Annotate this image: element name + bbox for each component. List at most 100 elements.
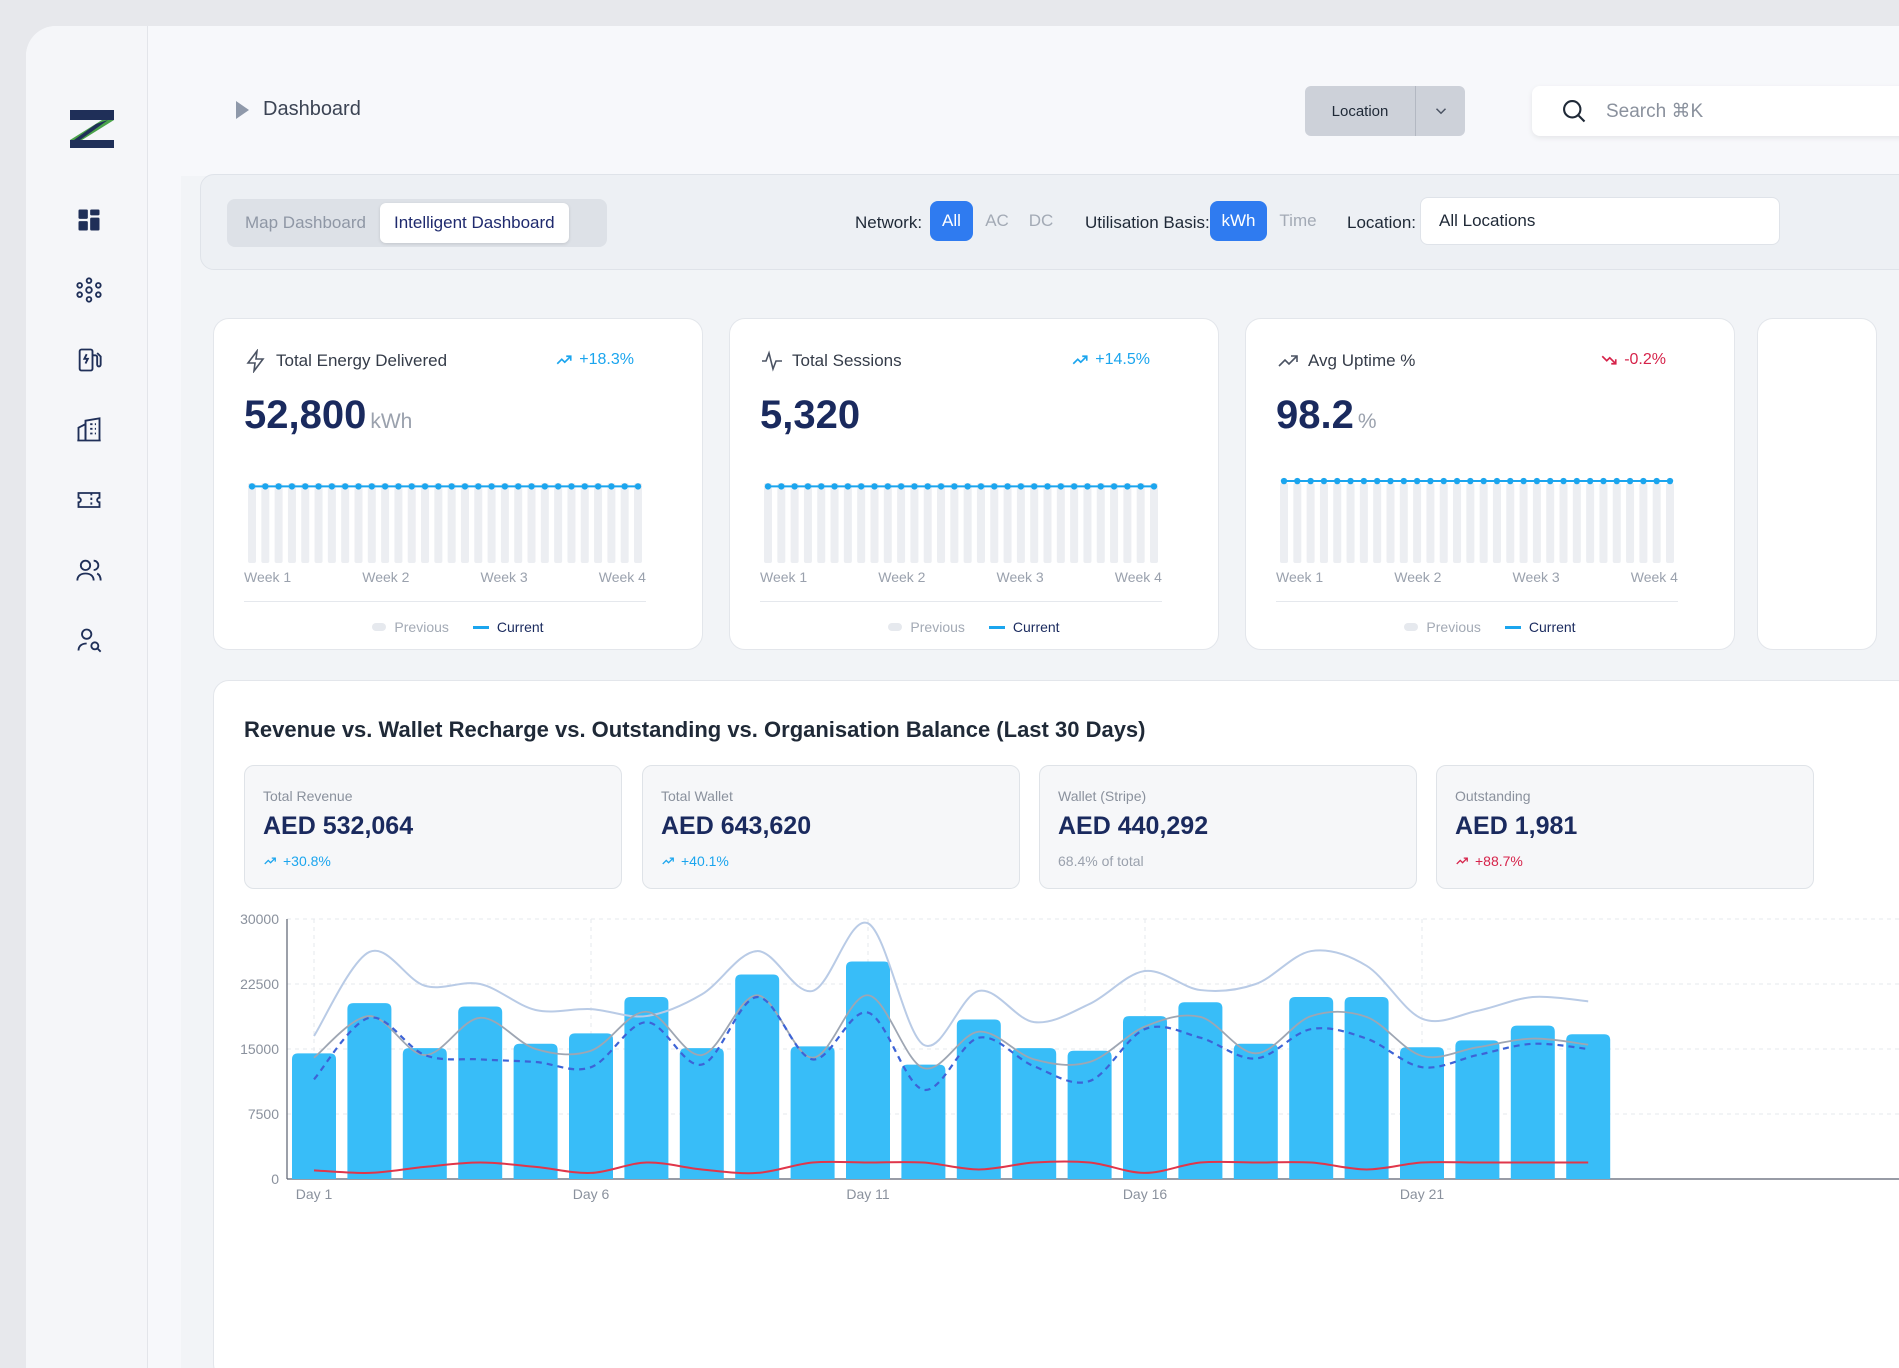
- previous-bar: [487, 483, 496, 563]
- previous-bar: [1016, 483, 1025, 563]
- revenue-bar[interactable]: [1233, 1043, 1278, 1179]
- kpi-change: +18.3%: [555, 351, 634, 369]
- legend-swatch-current: [1504, 625, 1521, 629]
- revenue-bar[interactable]: [292, 1053, 336, 1179]
- y-tick-label: 22500: [240, 976, 279, 992]
- series-line-gray: [313, 994, 1589, 1070]
- previous-bar: [341, 483, 350, 563]
- legend-current[interactable]: Current: [988, 619, 1060, 635]
- location-dropdown[interactable]: Location: [1305, 86, 1465, 136]
- sidebar-item-sites[interactable]: [71, 412, 107, 448]
- network-option-all[interactable]: All: [930, 201, 973, 241]
- revenue-bar[interactable]: [1566, 1034, 1611, 1179]
- week-label: Week 3: [1512, 569, 1560, 585]
- revenue-bar[interactable]: [513, 1043, 558, 1179]
- metric-value: AED 643,620: [661, 812, 812, 840]
- revenue-bar[interactable]: [347, 1003, 392, 1179]
- previous-bar: [1070, 483, 1079, 563]
- current-point: [1626, 477, 1634, 485]
- revenue-bar[interactable]: [1289, 997, 1334, 1179]
- revenue-bar[interactable]: [1067, 1050, 1112, 1179]
- kpi-legend: Previous Current: [1246, 619, 1734, 635]
- current-point: [1653, 477, 1660, 485]
- legend-previous[interactable]: Previous: [1404, 619, 1481, 635]
- kpi-value: 98.2%: [1276, 393, 1377, 438]
- current-point: [328, 483, 336, 490]
- revenue-bar[interactable]: [1123, 1016, 1167, 1179]
- brand-logo[interactable]: [66, 104, 118, 150]
- revenue-bar[interactable]: [1344, 997, 1389, 1179]
- sidebar-item-user-search[interactable]: [71, 622, 107, 658]
- building-icon: [77, 417, 101, 442]
- current-point: [791, 483, 798, 490]
- sidebar-item-chargers[interactable]: [71, 342, 107, 378]
- sidebar-item-tickets[interactable]: [71, 482, 107, 518]
- previous-bar: [923, 483, 932, 563]
- breadcrumb-current[interactable]: Dashboard: [263, 98, 361, 120]
- revenue-bar[interactable]: [569, 1033, 613, 1179]
- current-point: [581, 483, 588, 490]
- current-point: [608, 483, 615, 490]
- current-point: [1070, 483, 1078, 490]
- tab-map-dashboard[interactable]: Map Dashboard: [245, 213, 366, 232]
- current-point: [1280, 477, 1288, 485]
- sidebar-item-dashboard[interactable]: [71, 202, 107, 238]
- current-point: [991, 483, 998, 490]
- revenue-bar[interactable]: [1510, 1025, 1555, 1179]
- tab-intelligent-dashboard[interactable]: Intelligent Dashboard: [379, 203, 569, 243]
- metric-value: AED 532,064: [263, 812, 414, 840]
- network-option-ac[interactable]: AC: [985, 211, 1009, 230]
- previous-bar: [580, 483, 589, 563]
- basis-option-kwh[interactable]: kWh: [1210, 201, 1267, 241]
- revenue-bar[interactable]: [790, 1046, 835, 1179]
- current-point: [262, 483, 269, 490]
- metric-label: Total Wallet: [661, 788, 733, 804]
- revenue-bar[interactable]: [735, 974, 780, 1179]
- current-point: [1600, 477, 1607, 485]
- x-tick-label: Day 6: [573, 1186, 610, 1202]
- sidebar-item-users[interactable]: [71, 552, 107, 588]
- revenue-bar[interactable]: [846, 961, 890, 1179]
- kpi-unit: %: [1357, 410, 1377, 433]
- legend-current[interactable]: Current: [472, 619, 544, 635]
- current-point: [288, 483, 296, 490]
- previous-bar: [301, 483, 310, 563]
- revenue-bar[interactable]: [458, 1006, 503, 1179]
- network-label: Network:: [855, 213, 923, 232]
- previous-bar: [1626, 483, 1635, 563]
- current-point: [634, 483, 642, 490]
- legend-previous[interactable]: Previous: [372, 619, 449, 635]
- revenue-bar[interactable]: [901, 1064, 946, 1179]
- kpi-change-text: -0.2%: [1624, 351, 1666, 368]
- sidebar-item-network[interactable]: [71, 272, 107, 308]
- location-select[interactable]: All Locations: [1420, 197, 1780, 245]
- revenue-bar[interactable]: [1400, 1047, 1444, 1179]
- y-tick-label: 0: [271, 1171, 279, 1187]
- x-tick-label: Day 16: [1123, 1186, 1168, 1202]
- week-label: Week 4: [1630, 569, 1678, 585]
- activity-icon: [762, 350, 782, 372]
- legend-current[interactable]: Current: [1504, 619, 1576, 635]
- revenue-bar[interactable]: [1178, 1002, 1223, 1179]
- search-input[interactable]: Search ⌘K: [1532, 86, 1899, 136]
- chevron-down-icon[interactable]: [1415, 86, 1465, 136]
- legend-previous[interactable]: Previous: [888, 619, 965, 635]
- legend-current-label: Current: [1528, 619, 1576, 635]
- network-option-dc[interactable]: DC: [1028, 211, 1054, 230]
- previous-bar: [1110, 483, 1119, 563]
- revenue-bar[interactable]: [624, 997, 669, 1179]
- basis-option-time[interactable]: Time: [1279, 211, 1317, 230]
- revenue-bar[interactable]: [679, 1048, 724, 1179]
- trend-up-icon: [1456, 857, 1468, 865]
- metric-change-text: +40.1%: [681, 853, 729, 869]
- metric-change: +30.8%: [263, 853, 331, 869]
- revenue-bar[interactable]: [1012, 1048, 1057, 1179]
- revenue-bar[interactable]: [956, 1019, 1001, 1179]
- kpi-change-text: +18.3%: [579, 351, 634, 368]
- current-point: [488, 483, 495, 490]
- revenue-bar[interactable]: [402, 1048, 447, 1179]
- revenue-bar[interactable]: [1455, 1040, 1500, 1179]
- current-point: [1560, 477, 1567, 485]
- metric-total-revenue: Total Revenue AED 532,064 +30.8%: [244, 765, 622, 889]
- kpi-week-axis: Week 1 Week 2 Week 3 Week 4: [760, 569, 1162, 585]
